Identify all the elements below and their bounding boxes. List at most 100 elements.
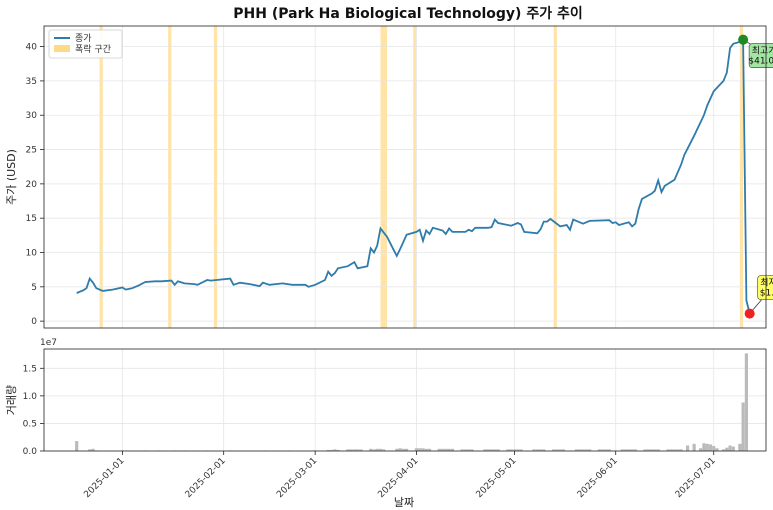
volume-bar <box>597 449 601 451</box>
volume-bar <box>699 448 703 451</box>
volume-y-tick-label: 1.0 <box>23 392 38 402</box>
volume-bar <box>538 449 543 451</box>
annotation-label: 최고가 <box>752 46 773 57</box>
volume-bar <box>424 448 428 451</box>
volume-bar <box>708 444 713 451</box>
volume-bar <box>741 402 745 451</box>
volume-bar <box>627 449 631 451</box>
volume-bar <box>620 449 624 451</box>
volume-bar <box>421 448 425 451</box>
volume-bar <box>552 449 556 451</box>
price-y-tick-label: 5 <box>31 283 37 293</box>
volume-bar <box>359 449 363 451</box>
volume-bar <box>75 441 79 451</box>
price-frame <box>43 25 767 329</box>
annotation-label: $41.01 <box>748 57 773 67</box>
annotation-label: 최저가 <box>760 278 773 289</box>
crash-period-band <box>553 26 557 328</box>
volume-bar <box>604 449 608 451</box>
volume-bar <box>561 449 566 451</box>
price-legend: 종가 폭락 구간 <box>48 29 123 59</box>
volume-bar <box>666 449 670 451</box>
price-y-axis-label: 주가 (USD) <box>5 149 18 205</box>
volume-bar <box>401 448 405 451</box>
price-y-tick-label: 10 <box>26 249 38 259</box>
volume-bar <box>378 448 383 451</box>
price-y-tick-label: 15 <box>26 214 37 224</box>
volume-bar <box>630 449 634 451</box>
volume-bar <box>669 449 673 451</box>
volume-bar <box>738 443 742 451</box>
price-y-tick-label: 30 <box>26 111 38 121</box>
volume-bar <box>656 449 660 451</box>
volume-bar <box>372 449 376 451</box>
volume-bar <box>496 449 500 451</box>
volume-bar <box>329 449 334 451</box>
volume-bar <box>356 449 360 451</box>
volume-bar <box>679 449 683 451</box>
volume-bar <box>607 449 611 451</box>
volume-bar <box>574 449 579 451</box>
volume-bar <box>535 449 539 451</box>
volume-bar <box>483 449 487 451</box>
volume-bar <box>516 449 520 451</box>
crash-period-band <box>413 26 417 328</box>
price-line <box>76 38 751 314</box>
volume-bar <box>395 448 399 451</box>
volume-bar <box>369 448 373 451</box>
legend-price-label: 종가 <box>75 33 92 44</box>
volume-bar <box>467 449 471 451</box>
volume-bar <box>623 449 628 451</box>
price-y-tick-label: 40 <box>26 43 38 53</box>
price-grid <box>44 26 766 328</box>
volume-bar <box>346 449 350 451</box>
volume-bar <box>542 449 546 451</box>
volume-bar <box>692 443 696 451</box>
volume-y-ticks: 0.0 0.5 1.0 1.5 <box>23 364 44 457</box>
volume-bar <box>447 448 451 451</box>
volume-bar <box>653 449 657 451</box>
volume-bar <box>91 448 95 451</box>
volume-bar <box>326 449 330 451</box>
volume-bars <box>75 353 748 451</box>
volume-bar <box>584 449 588 451</box>
min-price-marker <box>744 308 755 319</box>
annotation-box <box>748 43 773 69</box>
crash-period-band <box>99 26 103 328</box>
volume-bar <box>725 447 729 451</box>
crash-period-band <box>380 26 388 328</box>
volume-bar <box>555 449 559 451</box>
volume-bar <box>532 449 536 451</box>
volume-scale-label: 1e7 <box>40 338 57 348</box>
volume-bar <box>437 448 441 451</box>
volume-bar <box>88 449 92 451</box>
volume-bar <box>489 449 494 451</box>
volume-bar <box>650 449 654 451</box>
crash-period-band <box>168 26 172 328</box>
volume-bar <box>721 449 726 451</box>
volume-bar <box>558 449 562 451</box>
volume-bar <box>744 353 748 451</box>
price-y-tick-label: 25 <box>26 146 37 156</box>
legend-crash-swatch <box>54 45 70 52</box>
volume-y-tick-label: 1.5 <box>23 364 37 374</box>
volume-bar <box>470 449 474 451</box>
volume-bar <box>643 449 647 451</box>
volume-bar <box>486 449 490 451</box>
volume-bar <box>333 449 337 451</box>
volume-bar <box>519 449 523 451</box>
volume-bar <box>712 446 716 451</box>
volume-bar <box>512 449 517 451</box>
volume-bar <box>581 449 585 451</box>
volume-bar <box>715 448 719 451</box>
volume-bar <box>728 445 732 451</box>
volume-bar <box>676 449 680 451</box>
max-price-marker <box>738 34 749 45</box>
volume-bar <box>418 448 422 451</box>
price-y-ticks: 0 5 10 15 20 25 30 35 40 <box>26 43 44 327</box>
volume-bar <box>601 449 605 451</box>
volume-bar <box>506 449 510 451</box>
volume-frame <box>43 348 767 452</box>
volume-y-tick-label: 0.5 <box>23 419 37 429</box>
